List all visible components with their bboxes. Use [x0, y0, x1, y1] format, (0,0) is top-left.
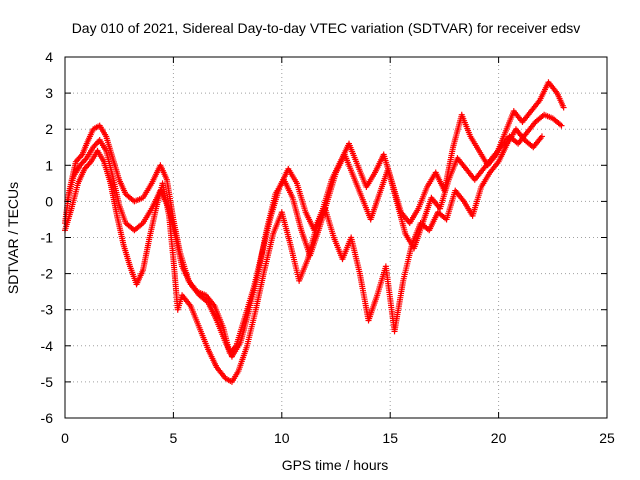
series-track-c: [62, 126, 545, 385]
x-axis-ticks: 0 5 10 15 20 25: [61, 57, 615, 446]
data-point: [538, 133, 545, 140]
x-tick-label: 5: [170, 430, 178, 446]
data-point: [558, 122, 565, 129]
x-tick-label: 0: [61, 430, 69, 446]
y-tick-label: 0: [45, 193, 53, 209]
data-point: [560, 104, 567, 111]
x-tick-label: 10: [274, 430, 290, 446]
y-axis-label: SDTVAR / TECUs: [5, 182, 21, 294]
y-tick-label: -3: [41, 302, 54, 318]
x-axis-label: GPS time / hours: [282, 457, 389, 473]
y-tick-label: -4: [41, 338, 54, 354]
x-tick-label: 25: [599, 430, 615, 446]
y-tick-label: 4: [45, 49, 53, 65]
y-tick-label: 2: [45, 121, 53, 137]
y-tick-label: -2: [41, 266, 54, 282]
y-axis-ticks: -6 -5 -4 -3 -2 -1 0 1 2 3 4: [41, 49, 607, 426]
chart-title: Day 010 of 2021, Sidereal Day-to-day VTE…: [72, 20, 581, 36]
x-tick-label: 20: [491, 430, 507, 446]
y-tick-label: -5: [41, 374, 54, 390]
y-tick-label: -6: [41, 410, 54, 426]
y-tick-label: 3: [45, 85, 53, 101]
y-tick-label: -1: [41, 230, 54, 246]
x-tick-label: 15: [382, 430, 398, 446]
y-tick-label: 1: [45, 157, 53, 173]
data-marks: [62, 79, 567, 385]
